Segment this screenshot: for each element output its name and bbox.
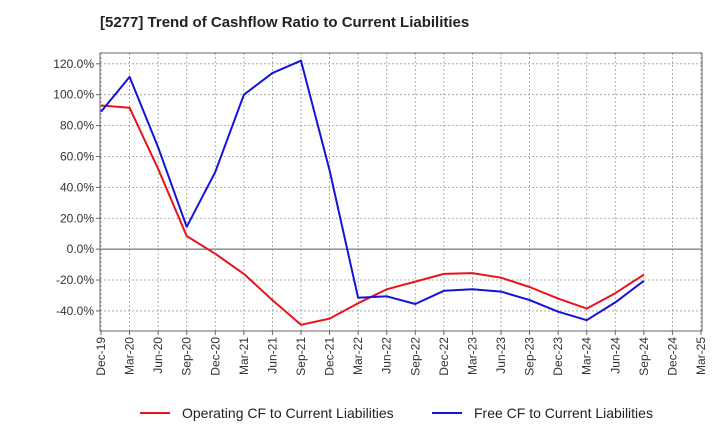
x-tick-label: Dec-22 [437,337,451,376]
x-tick-label: Sep-21 [294,337,308,376]
y-tick-label: -20.0% [56,273,94,287]
x-tick-label: Dec-21 [323,337,337,376]
x-tick-label: Dec-20 [208,337,222,376]
y-tick-label: -40.0% [56,304,94,318]
x-tick-label: Sep-23 [523,337,537,376]
x-tick-label: Dec-24 [665,337,679,376]
x-tick-label: Mar-25 [694,337,708,375]
legend-label-free-cf: Free CF to Current Liabilities [474,405,653,421]
x-tick-label: Sep-22 [408,337,422,376]
y-tick-label: 20.0% [60,211,94,225]
x-tick-label: Sep-24 [637,337,651,376]
series-lines [100,59,645,326]
plot-area [99,52,703,332]
y-tick-label: 80.0% [60,119,94,133]
y-axis: 120.0% 100.0% 80.0% 60.0% 40.0% 20.0% 0.0% -20.… [53,57,100,318]
x-tick-label: Mar-23 [465,337,479,375]
legend-swatch-free-cf [432,412,462,414]
x-tick-label: Jun-23 [494,337,508,374]
y-tick-label: 100.0% [53,88,94,102]
y-tick-label: 60.0% [60,149,94,163]
x-tick-label: Sep-20 [180,337,194,376]
legend-swatch-operating-cf [140,412,170,414]
x-tick-label: Jun-20 [151,337,165,374]
x-tick-label: Jun-24 [608,337,622,374]
y-tick-label: 40.0% [60,180,94,194]
x-tick-label: Mar-20 [123,337,137,375]
x-tick-label: Dec-23 [551,337,565,376]
x-tick-label: Mar-24 [580,337,594,375]
x-tick-label: Jun-21 [265,337,279,374]
grid [100,53,702,331]
x-tick-label: Jun-22 [380,337,394,374]
y-tick-label: 120.0% [53,57,94,71]
series-line-free-cf [100,59,645,322]
x-tick-label: Mar-22 [351,337,365,375]
y-tick-label: 0.0% [67,242,95,256]
legend-label-operating-cf: Operating CF to Current Liabilities [182,405,394,421]
legend-item-free-cf: Free CF to Current Liabilities [432,405,653,421]
legend-item-operating-cf: Operating CF to Current Liabilities [140,405,394,421]
x-tick-label: Dec-19 [94,337,108,376]
chart-title: [5277] Trend of Cashflow Ratio to Curren… [100,14,470,31]
x-axis: Dec-19 Mar-20 Jun-20 Sep-20 Dec-20 Mar-21 Jun-… [94,331,708,376]
x-tick-label: Mar-21 [237,337,251,375]
